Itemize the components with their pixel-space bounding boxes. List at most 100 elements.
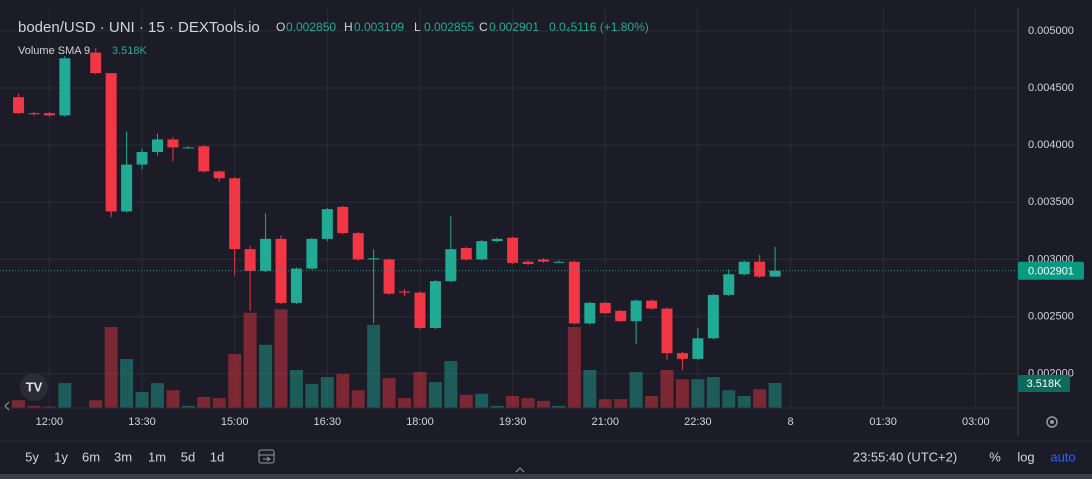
- candle-body: [723, 274, 735, 295]
- volume-bar: [228, 354, 242, 408]
- x-tick-label: 8: [787, 416, 793, 428]
- volume-bar: [305, 383, 319, 408]
- expand-icon[interactable]: [515, 467, 525, 473]
- volume-bar: [398, 398, 412, 408]
- ohlc-value: 0.002855: [424, 20, 474, 34]
- scroll-left-icon[interactable]: [4, 401, 10, 411]
- volume-bar: [212, 398, 226, 408]
- candle-body: [414, 292, 426, 328]
- ohlc-key: C: [479, 20, 488, 34]
- range-button[interactable]: 1d: [210, 449, 224, 464]
- volume-bar: [320, 377, 334, 408]
- chart-title: boden/USD · UNI · 15 · DEXTools.io: [18, 19, 260, 36]
- volume-bar: [521, 398, 535, 408]
- candle-body: [13, 97, 25, 114]
- x-tick-label: 01:30: [869, 416, 897, 428]
- volume-bar: [181, 405, 195, 408]
- candle-body: [337, 206, 349, 234]
- candle-body: [43, 113, 55, 116]
- volume-bar: [691, 379, 705, 408]
- volume-bar: [120, 358, 134, 408]
- volume-bar: [490, 405, 504, 408]
- settings-icon[interactable]: [1046, 416, 1058, 428]
- candle-body: [383, 259, 395, 294]
- marks: [0, 48, 1018, 408]
- volume-bar: [444, 361, 458, 408]
- toolbar: 5y 1y 6m 3m 1m 5d 1d 23:55:40 (UTC+2)% log auto: [25, 449, 1076, 464]
- ohlc-value: 0.002901: [489, 20, 539, 34]
- volume-bar: [42, 406, 56, 408]
- volume-bar: [675, 379, 689, 408]
- x-tick-label: 21:00: [591, 416, 619, 428]
- range-button[interactable]: 1y: [54, 449, 68, 464]
- candle-body: [290, 268, 302, 303]
- volume-bar: [289, 369, 303, 408]
- date-range-icon[interactable]: [258, 449, 275, 464]
- volume-badge-label: 3.518K: [1027, 378, 1063, 390]
- volume-bar: [166, 390, 180, 408]
- candle-body: [568, 261, 580, 324]
- svg-text:TV: TV: [26, 379, 43, 394]
- scale-option[interactable]: %: [989, 449, 1001, 464]
- candle-body: [429, 281, 441, 328]
- candle-body: [136, 152, 148, 165]
- volume-bar: [536, 400, 550, 408]
- volume-bar: [722, 390, 736, 408]
- volume-bar: [12, 400, 26, 408]
- price-change: 0.0₄5116 (+1.80%): [549, 20, 649, 34]
- volume-badge: [1018, 375, 1070, 393]
- ohlc-key: H: [344, 20, 353, 34]
- x-tick-label: 03:00: [962, 416, 990, 428]
- last-price-badge: [1018, 261, 1084, 280]
- ohlc-key: L: [414, 20, 421, 34]
- ohlc-key: O: [276, 20, 285, 34]
- range-button[interactable]: 1m: [148, 449, 166, 464]
- candle-body: [553, 261, 565, 263]
- range-button[interactable]: 5d: [181, 449, 195, 464]
- x-tick-label: 22:30: [684, 416, 712, 428]
- x-tick-label: 18:00: [406, 416, 434, 428]
- x-tick-label: 15:00: [221, 416, 249, 428]
- y-tick-label: 0.005000: [1028, 25, 1074, 37]
- scale-option[interactable]: log: [1017, 449, 1034, 464]
- candle-body: [151, 139, 163, 152]
- volume-bar: [336, 373, 350, 408]
- price-badges: 0.002901 3.518K: [1018, 261, 1084, 393]
- candle-body: [28, 113, 40, 115]
- volume-bar: [475, 393, 489, 408]
- volume-bar: [274, 309, 288, 408]
- x-tick-label: 13:30: [128, 416, 156, 428]
- candle-body: [182, 147, 194, 149]
- last-price-label: 0.002901: [1028, 266, 1074, 278]
- candle-body: [584, 302, 596, 324]
- candle-body: [615, 310, 627, 322]
- volume-bar: [150, 383, 164, 408]
- range-button[interactable]: 5y: [25, 449, 39, 464]
- volume-bar: [629, 372, 643, 408]
- volume-bar: [367, 324, 381, 408]
- ohlc-header: O 0.002850 H 0.003109 L 0.002855 C 0.002901 0.0₄…: [276, 20, 649, 34]
- volume-bar: [753, 389, 767, 408]
- candle-body: [321, 209, 333, 239]
- candle-body: [90, 52, 102, 74]
- candle-body: [229, 178, 241, 250]
- scale-option[interactable]: auto: [1050, 449, 1075, 464]
- x-tick-label: 12:00: [36, 416, 64, 428]
- y-tick-label: 0.004000: [1028, 139, 1074, 151]
- candle-body: [491, 238, 503, 242]
- range-button[interactable]: 6m: [82, 449, 100, 464]
- range-button[interactable]: 3m: [114, 449, 132, 464]
- clock: 23:55:40 (UTC+2): [853, 449, 957, 464]
- volume-bar: [660, 369, 674, 408]
- volume-bar: [259, 344, 273, 408]
- candle-body: [352, 233, 364, 260]
- candle-body: [275, 238, 287, 303]
- volume-bar: [506, 395, 520, 408]
- volume-bar: [382, 378, 396, 408]
- volume-bar: [459, 394, 473, 408]
- volume-bar: [428, 382, 442, 408]
- candle-body: [105, 73, 117, 212]
- volume-bar: [104, 327, 118, 408]
